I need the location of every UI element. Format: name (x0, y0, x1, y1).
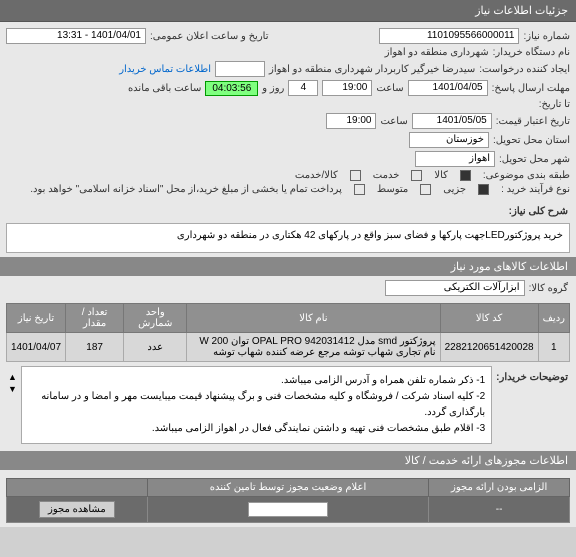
group-val: ابزارآلات الکتریکی (385, 280, 525, 296)
contact-link[interactable]: اطلاعات تماس خریدار (119, 64, 211, 75)
scroll-up-icon[interactable]: ▲ (8, 372, 17, 382)
status-row: -- -- ▼ مشاهده مجوز (7, 497, 570, 523)
days-label: روز و (262, 83, 284, 94)
th-code: کد کالا (440, 304, 538, 333)
purchase-type-label: نوع فرآیند خرید : (501, 184, 570, 195)
th-qty: تعداد / مقدار (66, 304, 124, 333)
price-valid-date: 1401/05/05 (412, 113, 492, 129)
city-val: اهواز (415, 151, 495, 167)
form-area: شماره نیاز: 1101095566000011 تاریخ و ساع… (0, 22, 576, 204)
view-permit-button[interactable]: مشاهده مجوز (39, 501, 115, 518)
province-val: خوزستان (409, 132, 489, 148)
requester-value: سیدرضا خیرگیر کاربردار شهرداری منطقه دو … (269, 64, 475, 75)
page-title: جزئیات اطلاعات نیاز (475, 5, 568, 17)
category-label: طبقه بندی موضوعی: (483, 170, 570, 181)
cell-date: 1401/04/07 (7, 333, 66, 362)
pt-med: متوسط (377, 184, 408, 195)
cell-mandatory: -- (429, 497, 570, 523)
announce-value: 1401/04/01 - 13:31 (6, 28, 146, 44)
chk-goods[interactable] (460, 170, 471, 181)
scroll-down-icon[interactable]: ▼ (8, 384, 17, 394)
need-desc-text: خرید پروژکتورLEDجهت پارکها و فضای سبز وا… (177, 230, 563, 241)
contact-input[interactable] (215, 61, 265, 77)
goods-section-title: اطلاعات کالاهای مورد نیاز (0, 257, 576, 276)
time-label-2: ساعت (380, 116, 407, 127)
deadline-remain-label: تا تاریخ: (539, 99, 570, 110)
th-row: ردیف (538, 304, 569, 333)
city-label: شهر محل تحویل: (499, 154, 570, 165)
cell-unit: عدد (124, 333, 187, 362)
requester-label: ایجاد کننده درخواست: (479, 64, 570, 75)
th-action (7, 479, 148, 497)
purchase-note: پرداخت تمام یا بخشی از مبلغ خرید،از محل … (30, 184, 342, 195)
need-no-label: شماره نیاز: (523, 31, 570, 42)
cat-goods: کالا (434, 170, 448, 181)
chk-both[interactable] (350, 170, 361, 181)
cell-action: مشاهده مجوز (7, 497, 148, 523)
cat-service: خدمت (373, 170, 400, 181)
announce-label: تاریخ و ساعت اعلان عمومی: (150, 31, 269, 42)
need-desc-box: خرید پروژکتورLEDجهت پارکها و فضای سبز وا… (6, 223, 570, 253)
buyer-value: شهرداری منطقه دو اهواز (385, 47, 489, 58)
remain-label: ساعت باقی مانده (128, 83, 201, 94)
permits-section-title: اطلاعات مجوزهای ارائه خدمت / کالا (0, 451, 576, 470)
table-row: 1 2282120651420028 پروژکتور smd مدل OPAL… (7, 333, 570, 362)
status-table: الزامی بودن ارائه مجوز اعلام وضعیت مجوز … (6, 478, 570, 523)
cat-both: کالا/خدمت (295, 170, 338, 181)
price-valid-label: تاریخ اعتبار قیمت: (496, 116, 570, 127)
chevron-down-icon: ▼ (253, 505, 261, 514)
chk-note[interactable] (354, 184, 365, 195)
note-line-3: 3- اقلام طبق مشخصات فنی تهیه و داشتن نما… (28, 421, 485, 437)
cell-idx: 1 (538, 333, 569, 362)
need-desc-title: شرح کلی نیاز: (509, 206, 568, 217)
th-name: نام کالا (187, 304, 440, 333)
time-label-1: ساعت (376, 83, 403, 94)
buyer-notes-label: توضیحات خریدار: (496, 366, 568, 383)
pt-low: جزیی (443, 184, 466, 195)
remain-time: 04:03:56 (205, 81, 258, 96)
note-line-2: 2- کلیه اسناد شرکت / فروشگاه و کلیه مشخص… (28, 389, 485, 421)
deadline-time: 19:00 (322, 80, 372, 96)
deadline-label: مهلت ارسال پاسخ: (492, 83, 570, 94)
goods-table: ردیف کد کالا نام کالا واحد شمارش تعداد /… (6, 303, 570, 362)
province-label: استان محل تحویل: (493, 135, 570, 146)
th-date: تاریخ نیاز (7, 304, 66, 333)
chk-low[interactable] (478, 184, 489, 195)
cell-qty: 187 (66, 333, 124, 362)
cell-status: -- ▼ (147, 497, 429, 523)
th-status: اعلام وضعیت مجوز توسط تامین کننده (147, 479, 429, 497)
buyer-notes-box: 1- ذکر شماره تلفن همراه و آدرس الزامی می… (21, 366, 492, 444)
cell-code: 2282120651420028 (440, 333, 538, 362)
price-valid-time: 19:00 (326, 113, 376, 129)
goods-table-header-row: ردیف کد کالا نام کالا واحد شمارش تعداد /… (7, 304, 570, 333)
days-val: 4 (288, 80, 318, 96)
group-label: گروه کالا: (529, 283, 568, 294)
th-unit: واحد شمارش (124, 304, 187, 333)
note-line-1: 1- ذکر شماره تلفن همراه و آدرس الزامی می… (28, 373, 485, 389)
deadline-date: 1401/04/05 (408, 80, 488, 96)
status-select[interactable]: -- ▼ (248, 502, 328, 517)
select-value: -- (316, 504, 323, 515)
th-mandatory: الزامی بودن ارائه مجوز (429, 479, 570, 497)
chk-service[interactable] (411, 170, 422, 181)
chk-med[interactable] (420, 184, 431, 195)
need-no-value: 1101095566000011 (379, 28, 519, 44)
buyer-label: نام دستگاه خریدار: (493, 47, 570, 58)
cell-name: پروژکتور smd مدل OPAL PRO 942031412 توان… (187, 333, 440, 362)
page-header: جزئیات اطلاعات نیاز (0, 0, 576, 22)
